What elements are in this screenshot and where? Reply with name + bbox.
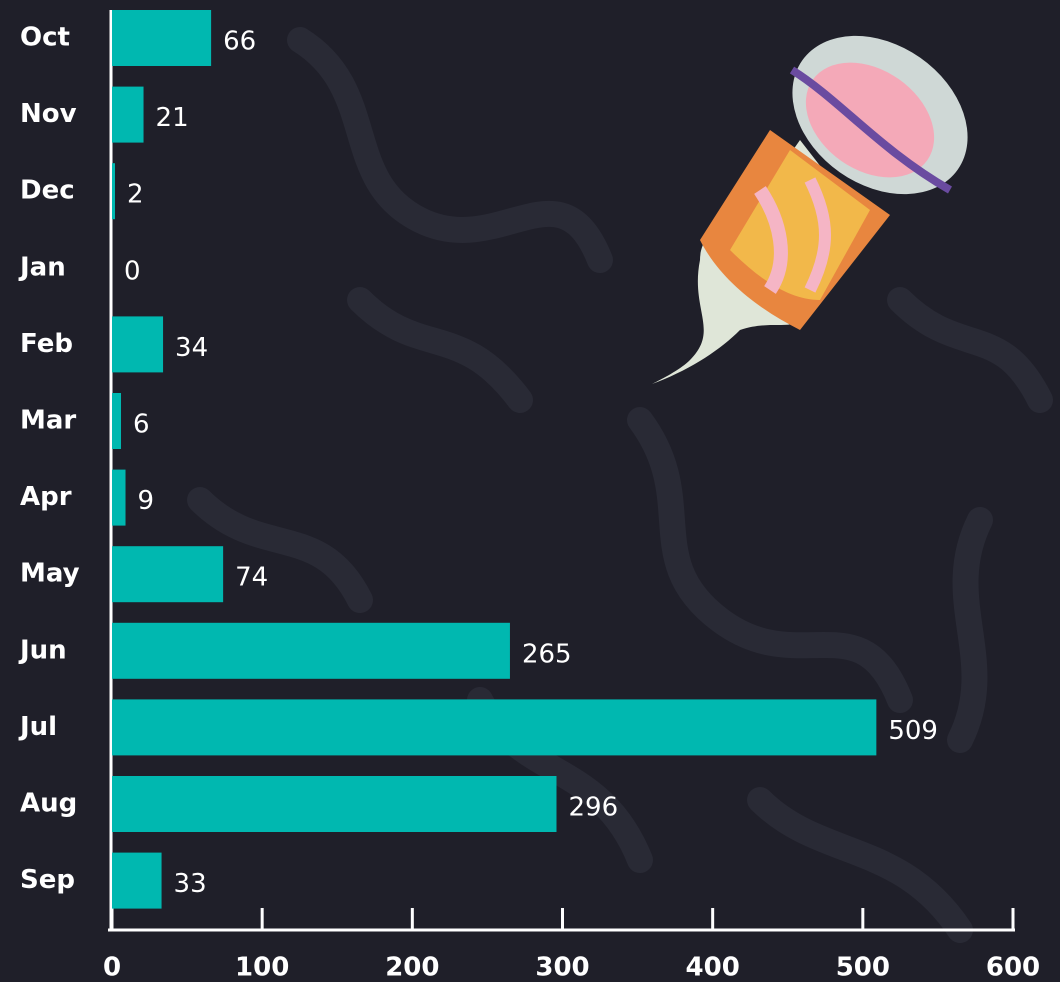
bar <box>112 622 510 679</box>
y-tick-label: Jun <box>18 635 67 665</box>
jellyfish-illustration <box>652 35 968 384</box>
x-tick-label: 500 <box>836 953 890 982</box>
x-tick-label: 600 <box>986 953 1040 982</box>
y-tick-label: Jan <box>18 252 66 282</box>
value-label: 0 <box>124 256 141 286</box>
bar <box>112 10 212 66</box>
value-label: 509 <box>888 716 938 746</box>
value-label: 34 <box>175 333 208 363</box>
x-tick-label: 400 <box>686 953 740 982</box>
bar <box>112 699 877 756</box>
y-tick-label: Feb <box>20 329 73 359</box>
bar <box>112 546 224 603</box>
x-tick-label: 300 <box>535 953 589 982</box>
value-label: 6 <box>133 410 150 440</box>
bar <box>112 316 164 373</box>
value-label: 21 <box>156 103 189 133</box>
bar <box>112 852 162 909</box>
y-tick-label: Nov <box>20 99 77 129</box>
bar <box>112 393 122 449</box>
x-tick-label: 0 <box>103 953 121 982</box>
value-label: 296 <box>568 793 618 823</box>
x-tick-label: 200 <box>385 953 439 982</box>
y-tick-label: Apr <box>20 482 72 512</box>
plot-area: 0 100 200 300 400 500 600 Oct 66 Nov 21 Dec 2 Jan 0 Feb… <box>18 10 1040 982</box>
value-label: 265 <box>522 639 572 669</box>
bar <box>112 469 126 526</box>
y-tick-label: Aug <box>20 789 77 819</box>
bar <box>112 163 116 220</box>
y-tick-label: Mar <box>20 406 76 436</box>
y-tick-label: Oct <box>20 23 70 53</box>
x-tick-label: 100 <box>235 953 289 982</box>
value-label: 2 <box>127 180 144 210</box>
background-pattern <box>187 27 1053 943</box>
bar <box>112 776 557 832</box>
y-tick-label: Jul <box>18 712 57 742</box>
bar <box>112 86 144 143</box>
y-tick-label: Sep <box>20 865 75 895</box>
y-tick-label: May <box>20 559 80 589</box>
y-tick-label: Dec <box>20 176 75 206</box>
value-label: 33 <box>174 869 207 899</box>
value-label: 9 <box>138 486 155 516</box>
value-label: 66 <box>223 27 256 57</box>
value-label: 74 <box>235 563 268 593</box>
